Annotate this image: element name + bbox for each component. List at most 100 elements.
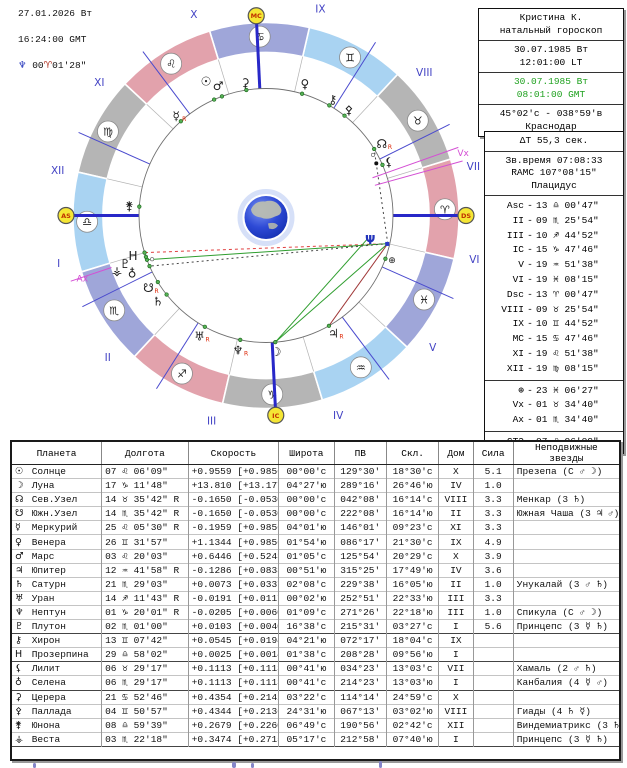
mercury-glyph: ☿	[172, 109, 179, 123]
cell-lon: 17 ♑ 11'48"	[101, 478, 189, 493]
axis-marker-label: DS	[461, 212, 471, 220]
cell-lat: 00°41'ю	[278, 661, 335, 676]
position-dot-mars	[219, 94, 225, 99]
axis-marker-ds	[457, 206, 475, 225]
cell-house: II	[438, 576, 474, 592]
Юпитер-icon: ♃	[15, 564, 24, 576]
cell-lat: 00°00'с	[278, 492, 335, 507]
chiron-glyph: ⚷	[328, 92, 337, 106]
cell-decl: 02°42'с	[386, 717, 440, 733]
cell-power: 5.1	[473, 463, 514, 479]
position-dot-neptune	[238, 337, 243, 342]
cell-lon: 13 ♊ 07'42"	[101, 633, 189, 648]
column-header: Широта	[278, 442, 335, 465]
cell-decl: 13°03'с	[386, 661, 440, 676]
column-header: Дом	[438, 442, 474, 465]
cell-lat: 00°02'ю	[278, 590, 335, 606]
cell-stars	[513, 633, 619, 648]
Плутон-icon: ♇	[15, 621, 24, 633]
cell-house: X	[438, 548, 474, 564]
cell-power: 3.3	[473, 520, 514, 535]
cell-lat: 01°54'ю	[278, 534, 335, 550]
house-cusp-line	[341, 316, 390, 380]
cell-decl: 18°30'с	[386, 463, 440, 479]
sign-circle-cancer	[248, 25, 271, 48]
axis-marker-label: MC	[251, 12, 262, 20]
house-label-VII: VII	[467, 161, 480, 173]
cell-decl: 09°23'с	[386, 520, 440, 535]
cell-lon: 01 ♑ 20'01" R	[101, 604, 189, 620]
cell-speed: +13.810 [+13.177]	[188, 478, 280, 493]
cell-speed: +0.0545 [+0.0194]	[188, 633, 280, 648]
cell-lat: 04°01'ю	[278, 520, 335, 535]
sign-circle-gemini	[339, 46, 361, 69]
cell-power	[473, 675, 514, 690]
cell-house: I	[438, 675, 474, 690]
local-time-section: 30.07.1985 Вт 12:01:00 LT	[479, 41, 623, 73]
cell-lat: 00°00'с	[278, 463, 335, 479]
cell-power	[473, 647, 514, 662]
axis-markers: AS DS MC IC	[57, 7, 475, 424]
column-header: Долгота	[101, 442, 189, 465]
cell-house: X	[438, 463, 474, 479]
retrograde-mark: R	[244, 351, 248, 358]
cell-house: I	[438, 647, 474, 662]
axis-marker-label: IC	[272, 412, 279, 420]
retrograde-mark: R	[388, 144, 392, 151]
house-cusp-line	[379, 123, 450, 160]
cell-speed: +0.0103 [+0.0040]	[188, 619, 280, 634]
position-dot-chiron	[327, 103, 332, 108]
house-cusp-line	[156, 322, 199, 390]
cell-decl: 21°30'с	[386, 534, 440, 550]
sagittarius-icon: ♐	[177, 368, 187, 381]
axis-marker-ic	[267, 406, 285, 424]
cell-power	[473, 703, 514, 719]
cell-power	[473, 717, 514, 733]
cell-speed: +0.4344 [+0.2136]	[188, 703, 280, 719]
cell-speed: +0.1113 [+0.1113]	[188, 661, 280, 676]
cell-speed: -0.1959 [+0.9856]	[188, 520, 280, 535]
cell-lon: 14 ♉ 35'42" R	[101, 492, 189, 507]
position-dot-pluto	[143, 254, 149, 259]
cell-pv: 229°38'	[334, 576, 387, 592]
sign-circle-aquarius	[349, 356, 372, 379]
Нептун-icon: ♆	[15, 606, 24, 618]
chart-title-section: Кристина К. натальный гороскоп	[479, 9, 623, 41]
house-cusp-line	[254, 16, 262, 89]
cell-pv: 086°17'	[334, 534, 387, 550]
sign-circle-scorpio	[103, 299, 126, 322]
saturn-glyph: ♄	[153, 294, 164, 308]
aspect-line	[373, 148, 389, 244]
cell-decl: 09°56'ю	[386, 647, 440, 662]
cell-stars: Презепа (С ♂ ☽)	[513, 463, 619, 479]
house-label-II: II	[105, 352, 111, 364]
cell-stars: Спикула (С ♂ ☽)	[513, 604, 619, 620]
house-cusp-list: Asc -13 ♎ 00'47" II -09 ♏ 25'54" III -10 ♐ 44…	[485, 196, 623, 381]
libra-icon: ♎	[82, 216, 92, 229]
